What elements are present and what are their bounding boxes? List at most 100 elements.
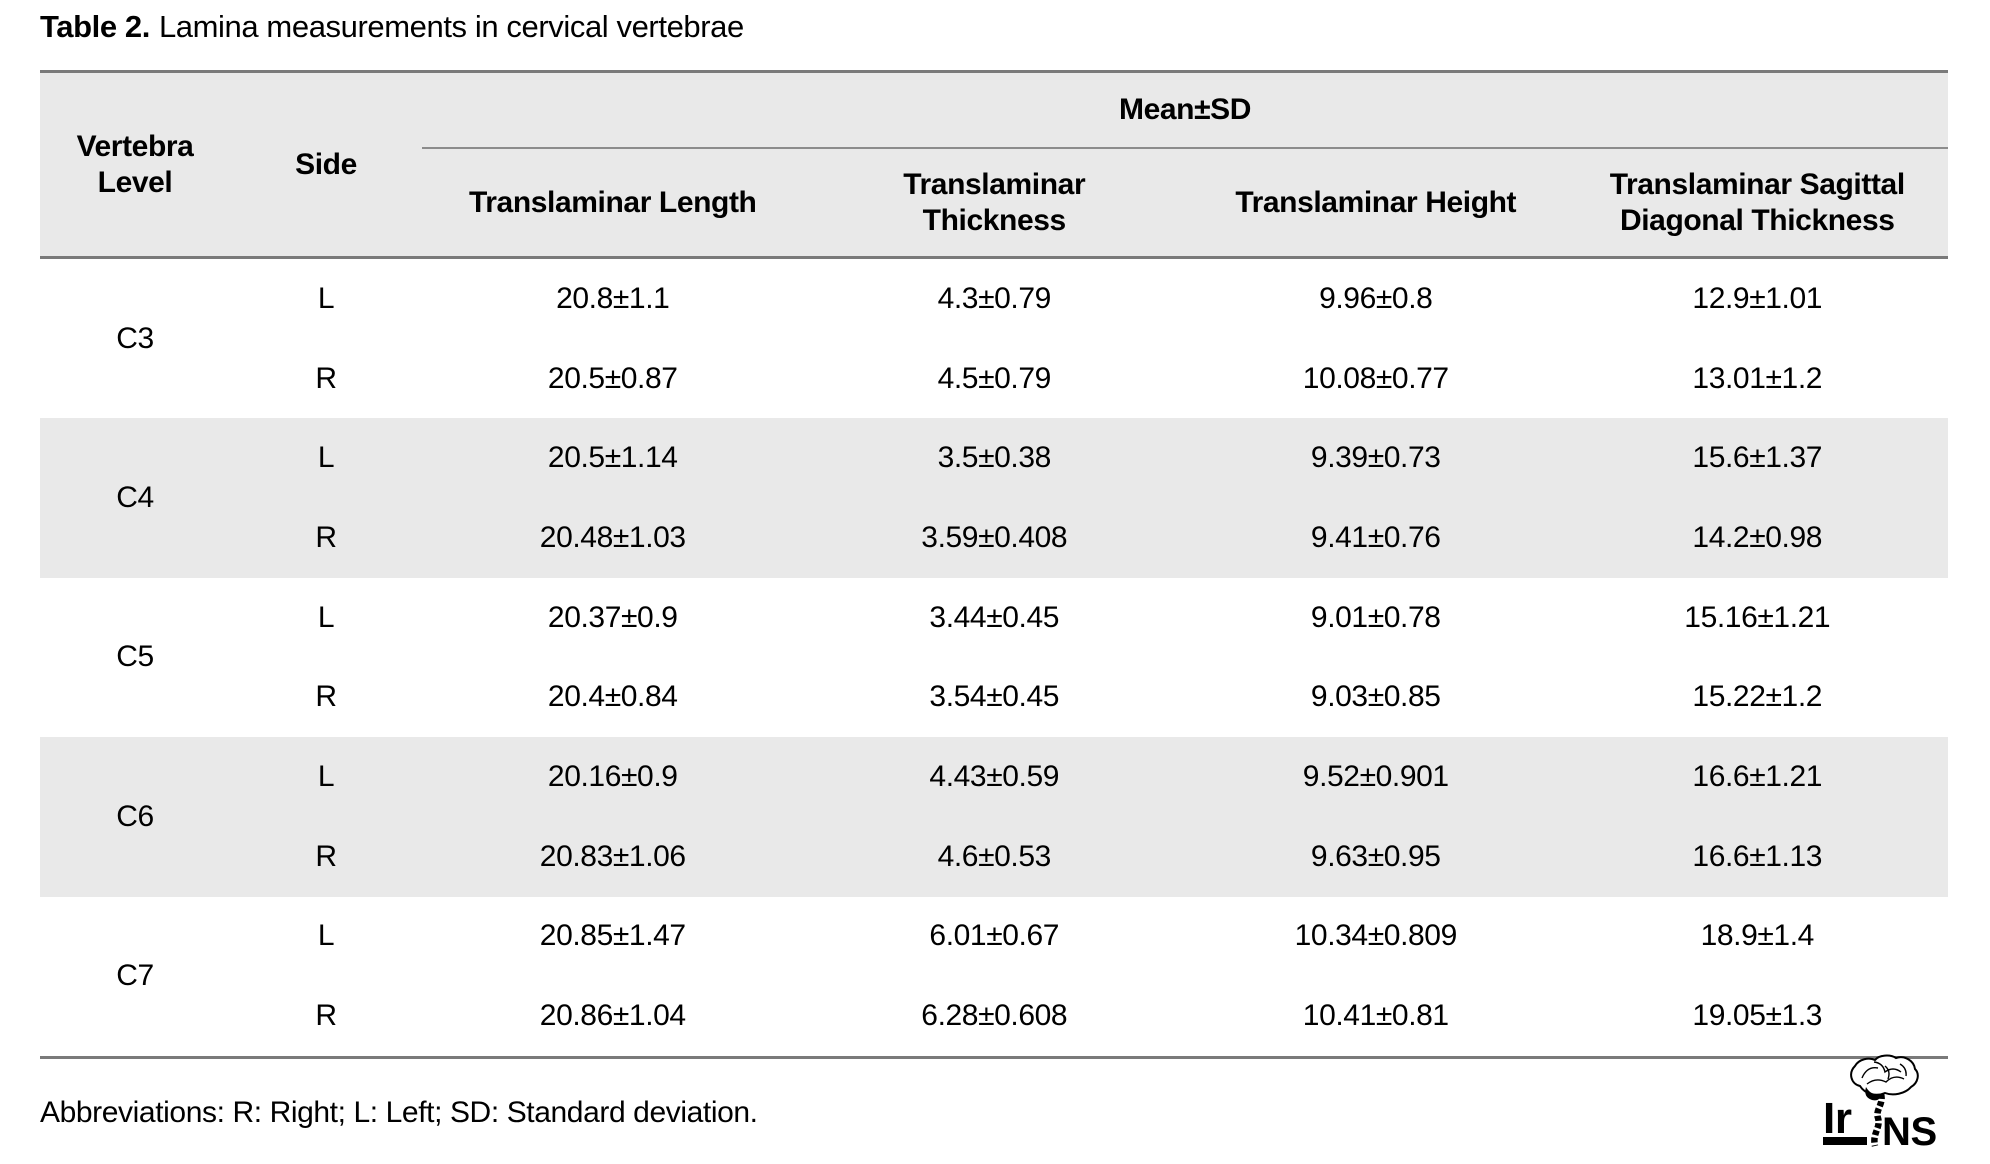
value-cell: 9.39±0.73	[1310, 441, 1441, 475]
header-vertebra-line2: Level	[97, 165, 173, 199]
table-caption-number: Table 2.	[40, 9, 150, 44]
table-header: Vertebra Level Side Mean±SD Translaminar…	[40, 70, 1948, 259]
table-row: R 20.83±1.06 4.6±0.53 9.63±0.95 16.6±1.1…	[230, 817, 1948, 897]
measurements-table: Vertebra Level Side Mean±SD Translaminar…	[40, 70, 1948, 1059]
header-col-line: Translaminar Sagittal	[1609, 167, 1905, 201]
value-cell: 16.6±1.13	[1692, 839, 1823, 873]
value-cell: 12.9±1.01	[1692, 281, 1823, 315]
table-row: L 20.5±1.14 3.5±0.38 9.39±0.73 15.6±1.37	[230, 418, 1948, 498]
value-cell: 3.5±0.38	[937, 441, 1052, 475]
side-cell: L	[317, 600, 335, 634]
vertebra-group-c3: C3 L 20.8±1.1 4.3±0.79 9.96±0.8 12.9±1.0…	[40, 259, 1948, 419]
vertebra-group-rows: L 20.37±0.9 3.44±0.45 9.01±0.78 15.16±1.…	[230, 578, 1948, 737]
value-cell: 6.01±0.67	[929, 919, 1060, 953]
header-vertebra-line1: Vertebra	[76, 129, 194, 163]
value-cell: 20.83±1.06	[539, 839, 686, 873]
vertebra-group-rows: L 20.8±1.1 4.3±0.79 9.96±0.8 12.9±1.01 R…	[230, 259, 1948, 418]
vertebra-group-c7: C7 L 20.85±1.47 6.01±0.67 10.34±0.809 18…	[40, 896, 1948, 1056]
header-col-line: Thickness	[922, 203, 1067, 237]
vertebra-level-cell: C6	[116, 799, 154, 833]
header-side: Side	[295, 147, 357, 181]
value-cell: 15.22±1.2	[1692, 680, 1823, 714]
value-cell: 6.28±0.608	[921, 999, 1068, 1033]
value-cell: 3.59±0.408	[921, 520, 1068, 554]
value-cell: 20.16±0.9	[547, 760, 678, 794]
header-col-line: Diagonal Thickness	[1619, 203, 1895, 237]
table-row: L 20.85±1.47 6.01±0.67 10.34±0.809 18.9±…	[230, 897, 1948, 977]
header-mean-sd-group: Mean±SD Translaminar Length Translaminar…	[422, 73, 1948, 256]
value-cell: 15.6±1.37	[1692, 441, 1823, 475]
header-measure-columns: Translaminar Length Translaminar Thickne…	[422, 149, 1948, 256]
value-cell: 10.34±0.809	[1294, 919, 1458, 953]
logo-right-text: NS	[1882, 1110, 1937, 1154]
brain-icon	[1850, 1054, 1919, 1101]
table-row: R 20.4±0.84 3.54±0.45 9.03±0.85 15.22±1.…	[230, 657, 1948, 737]
side-cell: R	[315, 361, 337, 395]
side-cell: R	[315, 680, 337, 714]
table-caption-text: Lamina measurements in cervical vertebra…	[158, 9, 744, 44]
side-cell: R	[315, 999, 337, 1033]
value-cell: 9.96±0.8	[1319, 281, 1433, 315]
header-col-line: Translaminar	[903, 167, 1086, 201]
value-cell: 10.08±0.77	[1302, 361, 1449, 395]
header-vertebra-level: Vertebra Level	[40, 73, 230, 256]
value-cell: 20.48±1.03	[539, 520, 686, 554]
value-cell: 4.6±0.53	[937, 839, 1052, 873]
value-cell: 18.9±1.4	[1700, 919, 1815, 953]
value-cell: 20.37±0.9	[547, 600, 678, 634]
value-cell: 3.54±0.45	[929, 680, 1060, 714]
value-cell: 20.4±0.84	[547, 680, 678, 714]
value-cell: 20.86±1.04	[539, 999, 686, 1033]
abbreviations-note: Abbreviations: R: Right; L: Left; SD: St…	[40, 1096, 758, 1129]
vertebra-group-c5: C5 L 20.37±0.9 3.44±0.45 9.01±0.78 15.16…	[40, 577, 1948, 738]
vertebra-level-cell: C7	[116, 959, 154, 993]
value-cell: 9.52±0.901	[1302, 760, 1449, 794]
vertebra-group-rows: L 20.85±1.47 6.01±0.67 10.34±0.809 18.9±…	[230, 897, 1948, 1056]
value-cell: 10.41±0.81	[1302, 999, 1449, 1033]
header-col-line: Translaminar Length	[469, 185, 757, 219]
vertebra-level-cell: C4	[116, 481, 154, 515]
side-cell: L	[317, 281, 335, 315]
vertebra-level-cell: C3	[116, 321, 154, 355]
value-cell: 3.44±0.45	[929, 600, 1060, 634]
table-row: L 20.8±1.1 4.3±0.79 9.96±0.8 12.9±1.01	[230, 259, 1948, 339]
spine-icon	[1871, 1093, 1885, 1147]
value-cell: 16.6±1.21	[1692, 760, 1823, 794]
header-translaminar-sagittal: Translaminar Sagittal Diagonal Thickness	[1567, 149, 1949, 256]
value-cell: 4.3±0.79	[937, 281, 1052, 315]
value-cell: 9.03±0.85	[1310, 680, 1441, 714]
table-row: L 20.16±0.9 4.43±0.59 9.52±0.901 16.6±1.…	[230, 737, 1948, 817]
header-translaminar-height: Translaminar Height	[1185, 149, 1567, 256]
logo-left-text: Ir	[1823, 1094, 1852, 1143]
table-caption: Table 2. Lamina measurements in cervical …	[40, 8, 744, 46]
value-cell: 4.43±0.59	[929, 760, 1060, 794]
value-cell: 20.5±1.14	[547, 441, 678, 475]
header-translaminar-thickness: Translaminar Thickness	[804, 149, 1186, 256]
vertebra-group-c4: C4 L 20.5±1.14 3.5±0.38 9.39±0.73 15.6±1…	[40, 418, 1948, 578]
value-cell: 9.63±0.95	[1310, 839, 1441, 873]
side-cell: L	[317, 760, 335, 794]
value-cell: 19.05±1.3	[1692, 999, 1823, 1033]
vertebra-group-c6: C6 L 20.16±0.9 4.43±0.59 9.52±0.901 16.6…	[40, 737, 1948, 897]
header-translaminar-length: Translaminar Length	[422, 149, 804, 256]
side-cell: L	[317, 441, 335, 475]
logo-baseline-bar	[1823, 1137, 1867, 1145]
side-cell: L	[317, 919, 335, 953]
table-body: C3 L 20.8±1.1 4.3±0.79 9.96±0.8 12.9±1.0…	[40, 259, 1948, 1059]
value-cell: 4.5±0.79	[937, 361, 1052, 395]
table-row: R 20.86±1.04 6.28±0.608 10.41±0.81 19.05…	[230, 976, 1948, 1056]
value-cell: 20.5±0.87	[547, 361, 678, 395]
value-cell: 15.16±1.21	[1684, 600, 1831, 634]
table-row: L 20.37±0.9 3.44±0.45 9.01±0.78 15.16±1.…	[230, 578, 1948, 658]
value-cell: 9.41±0.76	[1310, 520, 1441, 554]
value-cell: 14.2±0.98	[1692, 520, 1823, 554]
table-row: R 20.48±1.03 3.59±0.408 9.41±0.76 14.2±0…	[230, 498, 1948, 578]
value-cell: 20.85±1.47	[539, 919, 686, 953]
value-cell: 20.8±1.1	[556, 281, 670, 315]
header-mean-sd: Mean±SD	[422, 73, 1948, 149]
value-cell: 9.01±0.78	[1310, 600, 1441, 634]
vertebra-group-rows: L 20.5±1.14 3.5±0.38 9.39±0.73 15.6±1.37…	[230, 418, 1948, 577]
value-cell: 13.01±1.2	[1692, 361, 1823, 395]
header-col-line: Translaminar Height	[1235, 185, 1517, 219]
